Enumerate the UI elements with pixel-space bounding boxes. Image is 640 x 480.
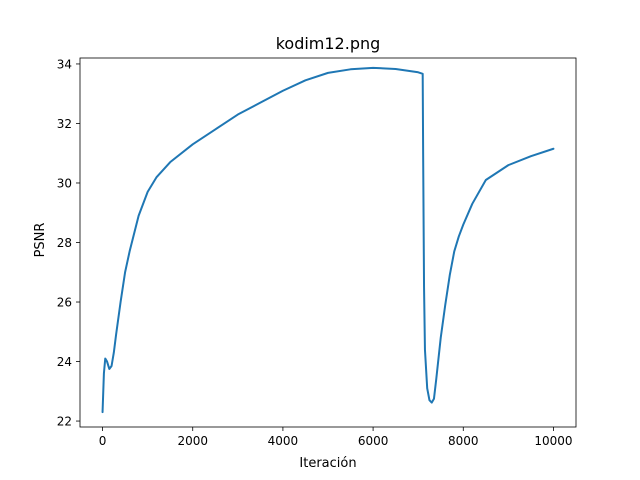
plot-frame bbox=[79, 57, 577, 428]
x-tick-label: 0 bbox=[99, 434, 107, 448]
x-tick-label: 10000 bbox=[534, 434, 572, 448]
y-tick-label: 34 bbox=[57, 57, 72, 71]
x-axis-label: Iteración bbox=[299, 456, 356, 471]
x-axis: 0 2000 4000 6000 8000 10000 bbox=[99, 427, 573, 448]
x-tick-label: 4000 bbox=[268, 434, 299, 448]
y-tick-label: 24 bbox=[57, 355, 72, 369]
x-tick-label: 6000 bbox=[358, 434, 389, 448]
y-tick-label: 26 bbox=[57, 296, 72, 310]
y-axis: 22 24 26 28 30 32 34 bbox=[57, 57, 80, 429]
y-axis-label: PSNR bbox=[33, 223, 48, 258]
y-tick-label: 22 bbox=[57, 415, 72, 429]
plot-area bbox=[101, 66, 555, 414]
series-line-psnr bbox=[101, 66, 555, 414]
y-tick-label: 28 bbox=[57, 236, 72, 250]
y-tick-label: 30 bbox=[57, 176, 72, 190]
x-tick-label: 2000 bbox=[177, 434, 208, 448]
chart-title: kodim12.png bbox=[276, 34, 381, 53]
x-tick-label: 8000 bbox=[448, 434, 479, 448]
y-tick-label: 32 bbox=[57, 117, 72, 131]
